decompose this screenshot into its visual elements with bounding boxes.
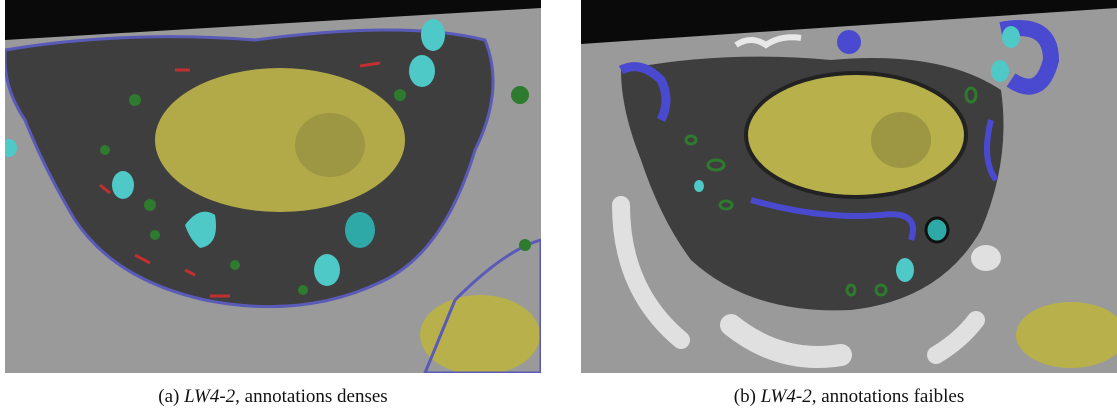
caption-label: (a) <box>158 386 180 407</box>
caption-name: LW4-2 <box>760 386 812 407</box>
caption-label: (b) <box>733 386 756 407</box>
micrograph-dense <box>5 0 541 373</box>
caption-description: , annotations faibles <box>811 386 965 407</box>
caption: (b) LW4-2, annotations faibles <box>581 386 1117 408</box>
micrograph-weak <box>581 0 1117 373</box>
caption-name: LW4-2 <box>184 386 236 407</box>
caption-description: , annotations denses <box>235 386 388 407</box>
caption: (a) LW4-2, annotations denses <box>5 386 541 408</box>
